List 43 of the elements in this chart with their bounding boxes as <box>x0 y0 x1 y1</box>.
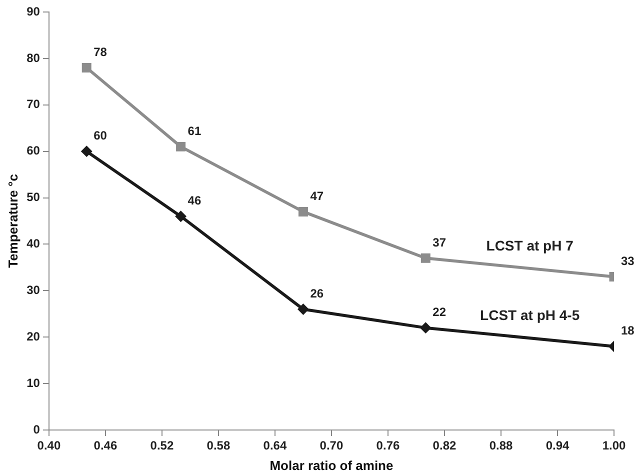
point <box>298 206 308 216</box>
x-tick-label: 0.76 <box>376 438 400 453</box>
y-tick-label: 40 <box>26 236 40 251</box>
data-label: 47 <box>310 189 324 204</box>
x-tick-label: 0.82 <box>432 438 456 453</box>
x-tick-label: 0.58 <box>206 438 230 453</box>
data-label: 46 <box>188 194 202 208</box>
data-label: 37 <box>432 235 446 250</box>
x-tick-label: 0.40 <box>37 438 61 453</box>
data-label: 26 <box>310 286 324 301</box>
x-tick-label: 0.88 <box>489 438 513 453</box>
data-label: 61 <box>188 124 202 138</box>
y-axis-title: Temperature °c <box>5 174 20 268</box>
y-tick-label: 10 <box>26 376 40 390</box>
point <box>420 253 430 263</box>
point <box>420 322 432 334</box>
x-tick-label: 0.52 <box>150 438 174 453</box>
y-tick-label: 70 <box>26 97 40 112</box>
data-label: 33 <box>621 254 635 268</box>
y-tick-label: 60 <box>26 144 40 158</box>
y-tick-label: 50 <box>26 190 40 204</box>
y-tick-label: 30 <box>26 282 40 297</box>
x-tick-label: 1.00 <box>602 438 626 453</box>
data-label: 60 <box>94 128 108 143</box>
point <box>298 304 309 315</box>
point <box>175 210 186 222</box>
point <box>81 146 92 157</box>
y-tick-label: 0 <box>33 422 40 436</box>
series-label: LCST at pH 7 <box>486 237 574 254</box>
data-label: 78 <box>94 45 108 60</box>
point <box>82 62 92 72</box>
data-label: 22 <box>432 305 446 320</box>
y-tick-label: 20 <box>26 329 40 344</box>
x-tick-label: 0.94 <box>546 438 570 453</box>
data-label: 18 <box>621 324 635 338</box>
x-tick-label: 0.70 <box>320 438 344 453</box>
x-tick-label: 0.64 <box>263 438 287 453</box>
x-axis-title: Molar ratio of amine <box>270 458 394 473</box>
x-tick-label: 0.46 <box>94 438 118 453</box>
y-tick-label: 80 <box>26 50 40 65</box>
point <box>176 142 186 152</box>
y-tick-label: 90 <box>26 4 40 18</box>
series-label: LCST at pH 4-5 <box>480 306 580 323</box>
